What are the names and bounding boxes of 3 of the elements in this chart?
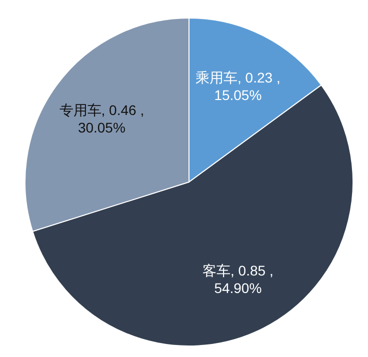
slice-label: 专用车	[59, 102, 102, 118]
slice-label: 客车	[202, 262, 231, 279]
slice-label: 乘用车	[196, 70, 238, 86]
